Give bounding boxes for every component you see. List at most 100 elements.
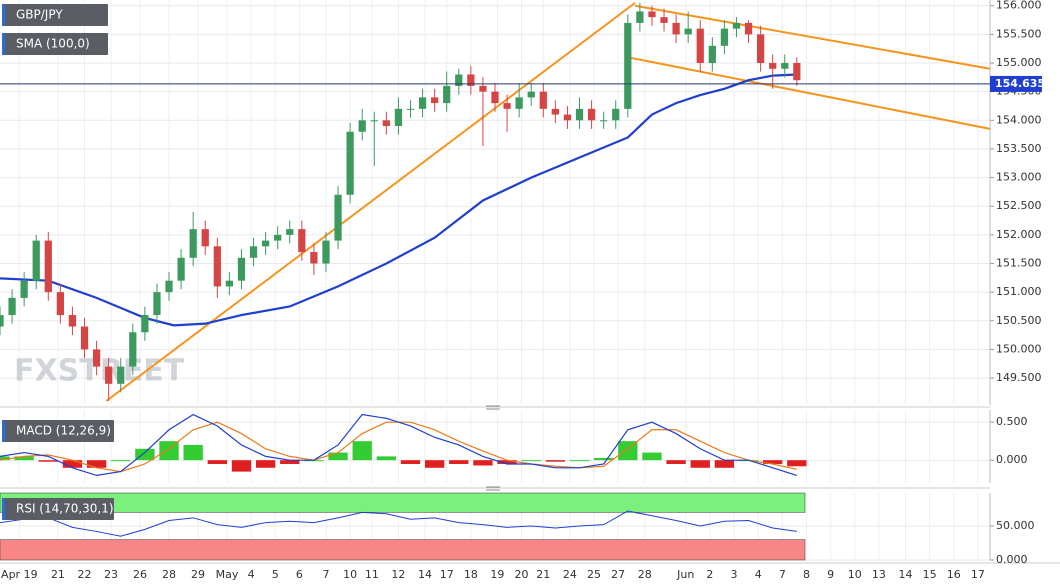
macd-histogram-bar <box>280 460 300 464</box>
candle-body <box>310 252 318 264</box>
y-tick-label: 152.500 <box>996 199 1042 212</box>
y-tick-label: 0.000 <box>996 453 1028 466</box>
oversold-band <box>0 539 806 561</box>
candle-body <box>575 108 584 121</box>
x-tick-label: 27 <box>611 568 625 581</box>
candle-body <box>515 97 523 109</box>
candle-body <box>382 120 390 127</box>
candle-body <box>358 120 366 132</box>
candle-body <box>0 315 4 327</box>
macd-histogram-bar <box>38 460 58 462</box>
y-tick-label: 150.500 <box>996 314 1042 327</box>
macd-histogram-bar <box>400 460 421 464</box>
macd-histogram-bar <box>135 448 155 461</box>
label-stripe <box>2 4 5 26</box>
x-tick-label: 7 <box>322 568 329 581</box>
label-text: RSI (14,70,30,1) <box>16 502 114 516</box>
candle-body <box>117 366 125 384</box>
candle-body <box>8 297 16 316</box>
candle-body <box>32 240 40 281</box>
candle-body <box>237 257 246 281</box>
candle-body <box>80 326 89 350</box>
y-tick-label: 50.000 <box>996 519 1035 532</box>
last-price-box <box>990 75 1042 92</box>
macd-histogram-bar <box>183 444 203 461</box>
x-tick-label: 18 <box>464 568 478 581</box>
x-tick-label: 28 <box>162 568 176 581</box>
x-tick-label: 16 <box>947 568 961 581</box>
candle-body <box>213 246 221 287</box>
separator-handle[interactable] <box>486 405 500 491</box>
x-tick-label: 26 <box>133 568 147 581</box>
candle-body <box>92 349 101 367</box>
label-box <box>2 33 108 55</box>
x-tick-label: 21 <box>51 568 65 581</box>
macd-histogram-bar <box>449 460 469 464</box>
candle-body <box>744 22 753 35</box>
y-tick-label: 149.500 <box>996 371 1042 384</box>
macd-histogram-bar <box>231 460 252 472</box>
candle-body <box>684 28 692 35</box>
candle-body <box>249 246 258 258</box>
candle-body <box>44 240 52 293</box>
candle-body <box>708 45 716 64</box>
macd-histogram-bar <box>207 460 227 464</box>
candle-body <box>322 240 330 264</box>
candle-body <box>20 280 28 298</box>
candle-body <box>648 11 656 18</box>
x-tick-label: 17 <box>971 568 985 581</box>
macd-histogram-bar <box>714 460 735 468</box>
macd-histogram-bar <box>159 441 179 461</box>
macd-histogram-bar <box>618 441 638 461</box>
label-text: SMA (100,0) <box>16 37 90 51</box>
candle-body <box>527 91 535 98</box>
trendline <box>105 2 636 402</box>
x-tick-label: 3 <box>731 568 738 581</box>
macd-histogram-bar <box>690 460 710 468</box>
x-tick-label: 19 <box>490 568 504 581</box>
macd-histogram-bar <box>376 456 396 461</box>
y-tick-label: 150.000 <box>996 342 1042 355</box>
x-tick-label: 4 <box>248 568 255 581</box>
macd-histogram-bar <box>521 460 541 462</box>
overbought-band <box>0 492 806 513</box>
candle-body <box>479 85 487 92</box>
y-tick-label: 0.000 <box>996 553 1028 566</box>
macd-histogram-bar <box>666 460 686 464</box>
candle-body <box>539 91 547 109</box>
y-tick-label: 0.500 <box>996 415 1028 428</box>
x-tick-label: 10 <box>343 568 357 581</box>
y-tick-label: 154.000 <box>996 113 1042 126</box>
candle-body <box>793 63 801 81</box>
candle-body <box>286 229 294 235</box>
candle-body <box>418 97 427 109</box>
y-tick-label: 153.500 <box>996 142 1042 155</box>
candle-body <box>563 114 572 121</box>
macd-histogram-bar <box>497 460 517 464</box>
x-tick-label: 14 <box>898 568 912 581</box>
candle-body <box>129 332 137 367</box>
x-tick-label: Jun <box>676 568 694 581</box>
candle-body <box>636 11 644 23</box>
macd-histogram-bar <box>787 460 807 467</box>
x-tick-label: 9 <box>827 568 834 581</box>
x-tick-label: 6 <box>296 568 303 581</box>
macd-histogram-bar <box>86 460 107 468</box>
macd-histogram-bar <box>14 456 34 461</box>
macd-histogram-bar <box>424 460 445 468</box>
x-tick-label: 24 <box>563 568 577 581</box>
candle-body <box>467 74 475 86</box>
label-stripe <box>2 498 5 520</box>
x-tick-label: 17 <box>440 568 454 581</box>
candle-body <box>153 292 161 316</box>
sma-line <box>0 73 797 327</box>
candle-body <box>587 108 596 121</box>
label-text: GBP/JPY <box>16 8 63 22</box>
macd-histogram-bar <box>111 460 131 462</box>
candle-body <box>443 85 451 104</box>
y-tick-label: 153.000 <box>996 171 1042 184</box>
candle-body <box>455 74 463 86</box>
